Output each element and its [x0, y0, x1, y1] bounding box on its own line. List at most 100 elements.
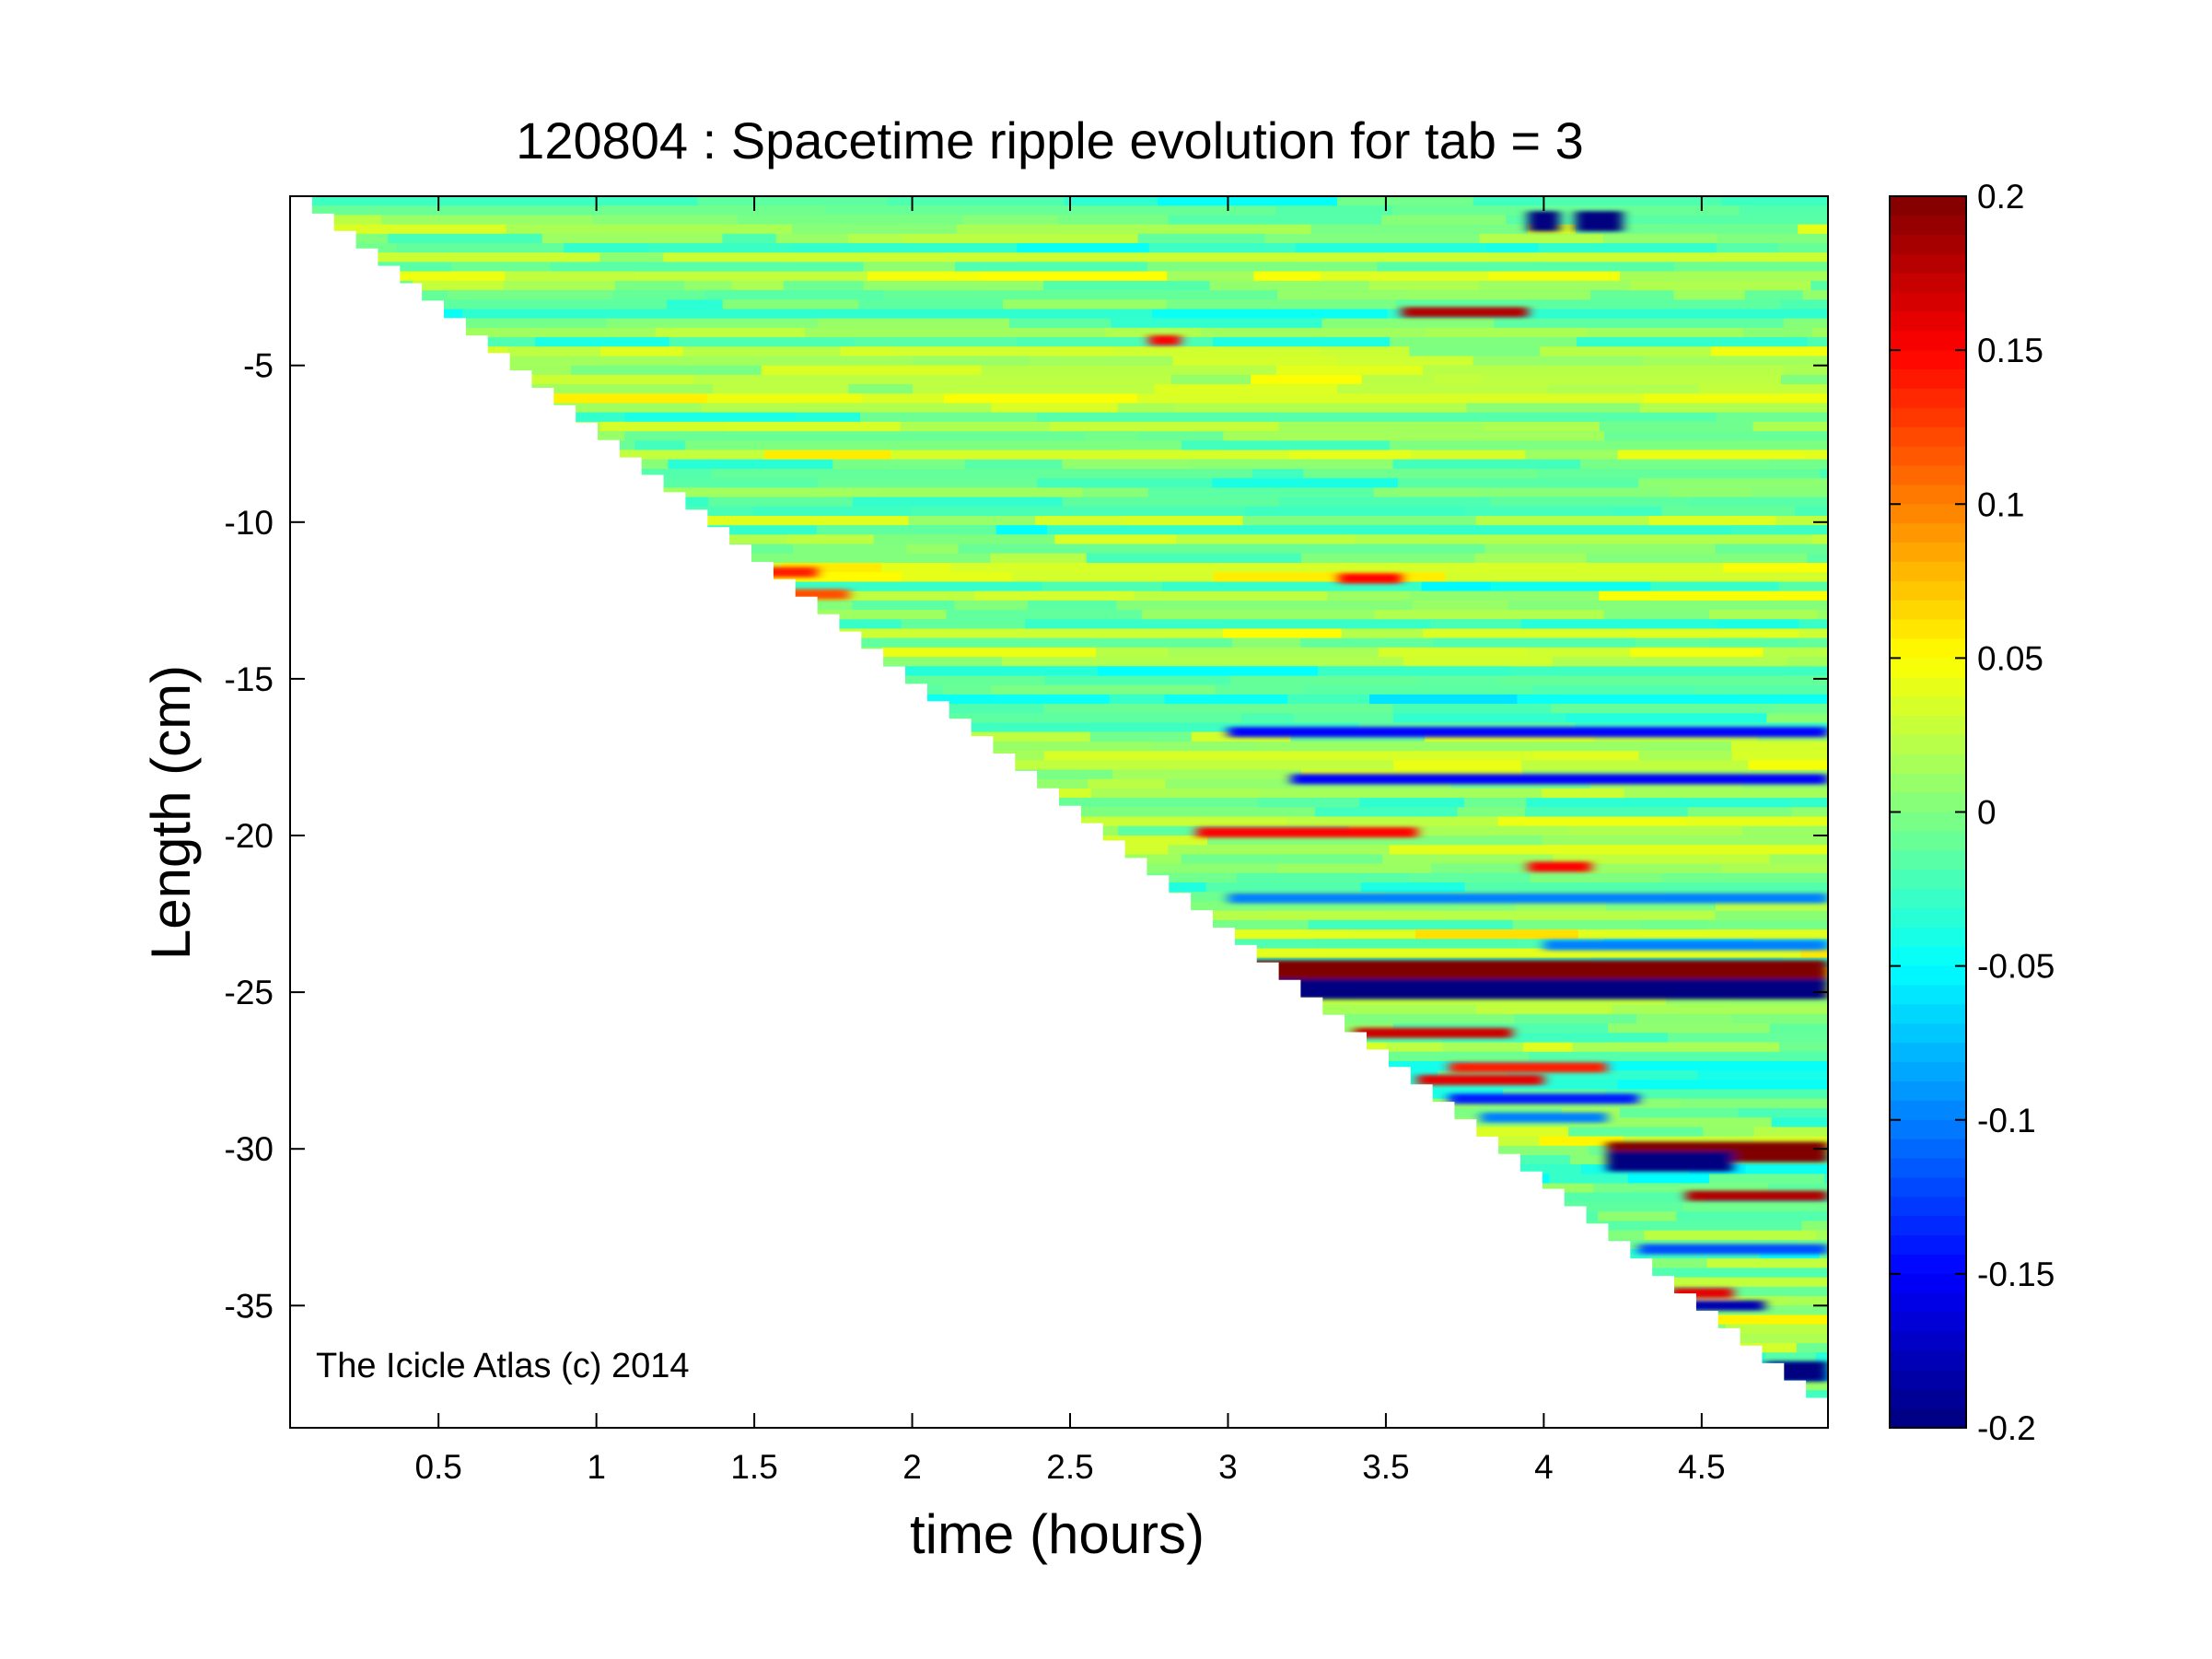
heatmap-band-39: [290, 563, 1828, 573]
y-tick-label-0: -5: [243, 347, 274, 385]
heatmap-segment-4-0: [388, 233, 542, 244]
heatmap-segment-60-5: [1393, 760, 1521, 771]
heatmap-band-14: [290, 327, 1828, 338]
x-tick-label-1: 1: [587, 1448, 606, 1486]
heatmap-segment-20-1: [506, 384, 713, 394]
heatmap-segment-17-3: [1338, 356, 1473, 367]
heatmap-segment-11-3: [1003, 299, 1167, 310]
y-tick-label-3: -20: [225, 817, 274, 855]
heatmap-segment-123-5: [1764, 1352, 1816, 1363]
colorbar-level-37: [1890, 907, 1966, 929]
heatmap-segment-90-4: [1386, 1042, 1443, 1053]
heatmap-segment-46-4: [1341, 628, 1423, 639]
heatmap-segment-85-4: [1735, 995, 1828, 1006]
heatmap-segment-18-2: [761, 365, 982, 376]
heatmap-segment-27-0: [600, 450, 764, 461]
heatmap-segment-34-8: [1775, 516, 1828, 526]
heatmap-segment-113-7: [1601, 1258, 1707, 1269]
y-axis: -5 -10 -15 -20 -25 -30 -35: [225, 347, 1828, 1325]
x-tick-label-6: 3.5: [1362, 1448, 1409, 1486]
heatmap-segment-15-4: [1390, 337, 1578, 347]
heatmap-band-45: [290, 619, 1828, 630]
y-tick-label-2: -15: [225, 660, 274, 698]
heatmap-segment-99-4: [1753, 1127, 1828, 1138]
heatmap-band-13: [290, 318, 1828, 329]
heatmap-band-55: [290, 713, 1828, 724]
heatmap-segment-34-5: [1123, 516, 1243, 526]
heatmap-segment-47-5: [1432, 637, 1636, 648]
heatmap-segment-9-9: [1630, 280, 1811, 291]
heatmap-segment-10-6: [1802, 290, 1828, 300]
heatmap-segment-105-7: [1767, 1183, 1828, 1194]
heatmap-band-1: [290, 205, 1828, 216]
heatmap-segment-16-5: [1056, 346, 1113, 357]
heatmap-segment-19-1: [457, 374, 694, 385]
y-axis-title: Length (cm): [140, 665, 202, 960]
colorbar-tick-label-5: -0.05: [1977, 948, 2055, 986]
colorbar-tick-label-8: -0.2: [1977, 1409, 2036, 1447]
heatmap-segment-109-8: [1801, 1221, 1828, 1232]
heatmap-segment-9-4: [731, 280, 784, 291]
colorbar-level-22: [1890, 619, 1966, 640]
heatmap-segment-77-3: [1308, 919, 1513, 930]
heatmap-segment-52-6: [1694, 684, 1828, 695]
heatmap-segment-76-6: [1715, 910, 1828, 921]
heatmap-segment-34-6: [1242, 516, 1476, 526]
heatmap-band-12: [290, 309, 1828, 320]
heatmap-segment-64-4: [1258, 798, 1360, 808]
heatmap-segment-28-5: [1190, 459, 1393, 470]
heatmap-segment-93-4: [1508, 1070, 1698, 1081]
heatmap-segment-110-7: [1644, 1230, 1816, 1241]
heatmap-segment-71-0: [1139, 863, 1278, 874]
heatmap-segment-16-8: [1409, 346, 1541, 357]
heatmap-segment-21-3: [1643, 393, 1828, 404]
heatmap-segment-68-4: [1041, 835, 1207, 846]
heatmap-segment-10-0: [448, 290, 612, 300]
heatmap-segment-33-2: [753, 506, 912, 517]
heatmap-segment-48-8: [1527, 647, 1630, 658]
heatmap-segment-19-2: [1170, 374, 1252, 385]
heatmap-segment-9-5: [783, 280, 864, 291]
heatmap-segment-41-3: [1778, 581, 1828, 592]
heatmap-segment-20-2: [848, 384, 914, 394]
plot-area: [290, 196, 1828, 1428]
heatmap-segment-86-4: [1476, 1004, 1612, 1015]
heatmap-segment-9-8: [1479, 280, 1631, 291]
heatmap-segment-4-7: [1479, 233, 1604, 244]
heatmap-segment-13-3: [818, 318, 1009, 329]
heatmap-segment-36-5: [1054, 534, 1177, 545]
heatmap-band-18: [290, 365, 1828, 376]
heatmap-segment-16-4: [892, 346, 1057, 357]
heatmap-segment-32-6: [1490, 497, 1690, 508]
x-tick-label-4: 2.5: [1046, 1448, 1093, 1486]
heatmap-segment-120-6: [1725, 1324, 1828, 1335]
heatmap-segment-8-4: [1167, 271, 1254, 282]
colorbar-level-18: [1890, 543, 1966, 563]
y-tick-label-1: -10: [225, 504, 274, 542]
heatmap-segment-5-6: [1485, 243, 1539, 253]
colorbar-level-15: [1890, 485, 1966, 506]
heatmap-segment-51-3: [1418, 675, 1499, 686]
heatmap-band-26: [290, 440, 1828, 451]
heatmap-segment-38-1: [990, 553, 1087, 564]
colorbar-level-28: [1890, 734, 1966, 755]
heatmap-segment-42-1: [974, 590, 1135, 602]
colorbar-level-2: [1890, 234, 1966, 255]
colorbar-level-62: [1890, 1389, 1966, 1409]
heatmap-segment-100-4: [1539, 1136, 1624, 1147]
heatmap-segment-10-5: [1673, 290, 1745, 300]
heatmap-segment-72-4: [1236, 872, 1410, 883]
colorbar-level-24: [1890, 658, 1966, 679]
heatmap-segment-53-4: [1287, 694, 1369, 705]
heatmap-segment-18-3: [1275, 365, 1423, 376]
heatmap-segment-7-5: [1674, 262, 1828, 273]
heatmap-segment-31-3: [879, 487, 1083, 498]
colorbar-level-63: [1890, 1408, 1966, 1429]
heatmap-segment-55-2: [1393, 713, 1566, 724]
heatmap-segment-42-3: [1409, 590, 1600, 602]
heatmap-segment-35-3: [1731, 525, 1828, 535]
heatmap-segment-96-4: [1619, 1098, 1682, 1109]
ripple-feature-17: [1528, 861, 1591, 872]
heatmap-segment-60-6: [1748, 760, 1828, 771]
heatmap-segment-5-2: [648, 243, 791, 253]
